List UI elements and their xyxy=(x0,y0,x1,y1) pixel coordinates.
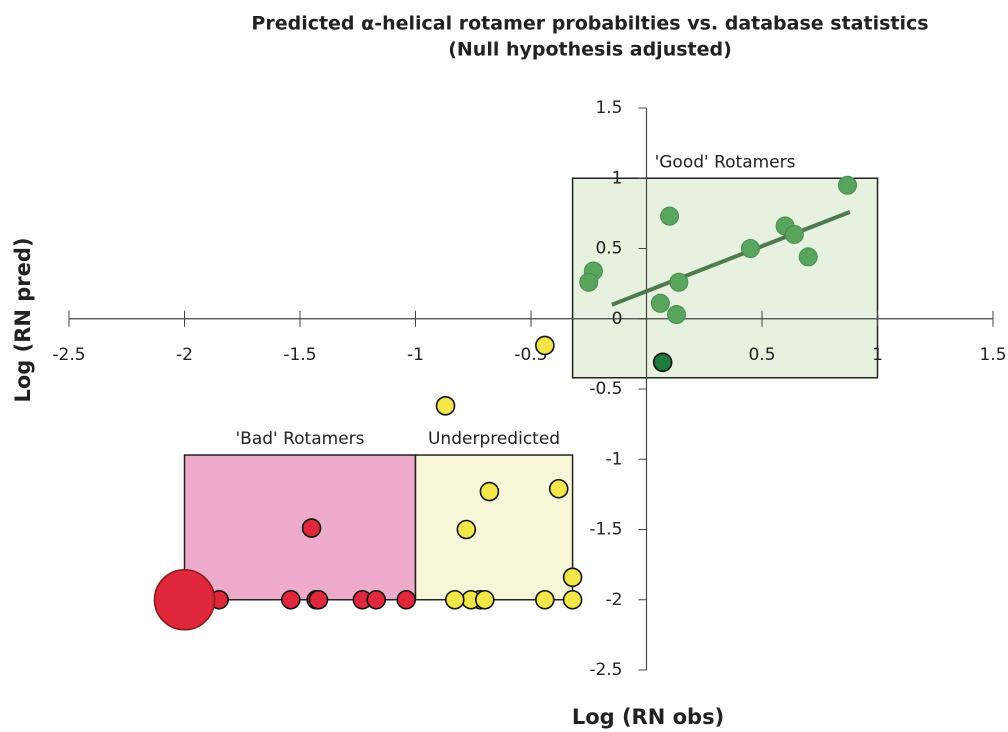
data-point xyxy=(548,478,569,499)
data-point xyxy=(435,396,456,416)
x-axis-label: Log (RN obs) xyxy=(572,705,724,729)
trendline xyxy=(611,210,851,307)
data-point xyxy=(667,305,687,325)
data-point xyxy=(740,239,760,258)
data-point xyxy=(444,589,465,610)
y-tick-label: 1 xyxy=(612,168,623,188)
data-point xyxy=(301,518,322,538)
data-point xyxy=(308,589,329,610)
x-tick-label: 1.5 xyxy=(979,345,1006,365)
y-tick-label: -1 xyxy=(606,449,623,469)
data-point xyxy=(153,568,216,631)
data-point xyxy=(669,272,689,292)
x-tick-label: 0.5 xyxy=(748,345,775,365)
data-point xyxy=(535,335,555,356)
data-point xyxy=(456,519,477,540)
x-tick-label: -2 xyxy=(176,345,193,365)
data-point xyxy=(479,481,500,502)
data-point xyxy=(535,589,555,610)
x-tick-label: 1 xyxy=(872,345,883,365)
data-point xyxy=(650,293,670,313)
region xyxy=(183,454,417,601)
data-point xyxy=(837,175,857,195)
data-point xyxy=(784,224,804,244)
data-point xyxy=(366,589,387,610)
y-tick-label: 1.5 xyxy=(595,98,622,118)
region-label: 'Bad' Rotamers xyxy=(235,429,364,449)
y-axis-label: Log (RN pred) xyxy=(11,237,35,402)
y-tick-label: 0 xyxy=(612,309,623,329)
x-tick-label: -2.5 xyxy=(52,345,85,365)
x-tick-label: -1 xyxy=(407,345,424,365)
region xyxy=(414,454,574,601)
x-tick-label: -1.5 xyxy=(283,345,316,365)
y-tick-label: 0.5 xyxy=(595,239,622,259)
data-point xyxy=(652,352,673,373)
region-label: Underpredicted xyxy=(428,429,560,449)
data-point xyxy=(798,247,818,267)
chart-title: Predicted α-helical rotamer probabilties… xyxy=(251,13,928,35)
y-tick-label: -1.5 xyxy=(589,520,622,540)
data-point xyxy=(562,589,583,610)
data-point xyxy=(280,589,301,610)
region-label: 'Good' Rotamers xyxy=(655,152,796,172)
y-tick-label: -0.5 xyxy=(589,379,622,399)
data-point xyxy=(562,567,583,588)
data-point xyxy=(474,589,495,610)
region xyxy=(571,177,879,379)
data-point xyxy=(396,589,417,610)
data-point xyxy=(579,272,599,292)
y-tick-label: -2 xyxy=(606,590,623,610)
chart-subtitle: (Null hypothesis adjusted) xyxy=(448,39,732,61)
y-tick-label: -2.5 xyxy=(589,660,622,680)
data-point xyxy=(660,206,680,226)
